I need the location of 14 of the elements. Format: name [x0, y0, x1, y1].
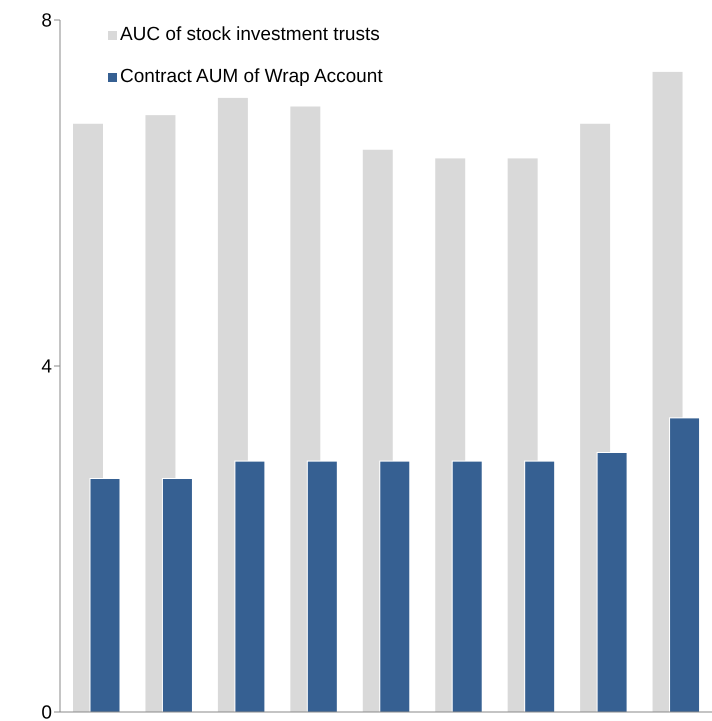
bar [306, 460, 338, 712]
bar [596, 452, 628, 712]
bar [379, 460, 410, 712]
y-tick-label: 0 [41, 702, 52, 721]
bar [90, 478, 120, 712]
bar [452, 460, 483, 712]
bar [524, 460, 556, 712]
bar [162, 478, 193, 712]
bar [669, 417, 700, 712]
y-tick-label: 8 [41, 10, 52, 32]
y-tick-label: 4 [41, 356, 52, 378]
bar [234, 460, 266, 712]
legend-label: AUC of stock investment trusts [120, 24, 380, 46]
legend-label: Contract AUM of Wrap Account [120, 66, 383, 88]
